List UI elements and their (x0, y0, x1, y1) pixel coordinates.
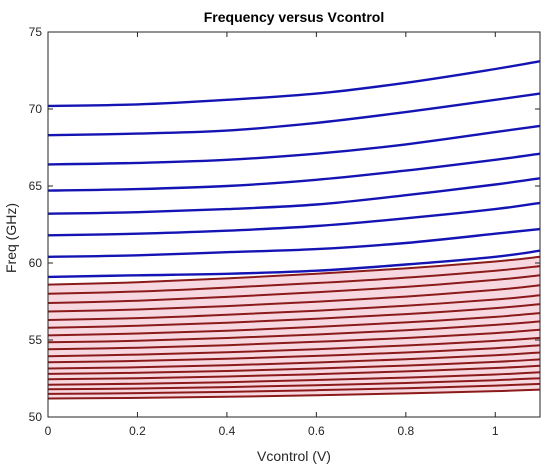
lower-series-line (47, 344, 541, 364)
lower-series-line (47, 388, 541, 400)
lower-series-line (47, 320, 541, 344)
upper-series-line (47, 201, 541, 237)
y-tick-label: 60 (29, 256, 43, 270)
lower-series-line (47, 284, 541, 313)
y-tick-label: 70 (29, 102, 43, 116)
x-tick-label: 0.2 (129, 424, 146, 438)
upper-series-layer (47, 60, 541, 279)
lower-series-line (47, 303, 541, 329)
upper-series-line (47, 92, 541, 137)
band-fill (48, 352, 540, 374)
upper-series-line (47, 152, 541, 192)
y-tick-label: 55 (29, 333, 43, 347)
x-tick-label: 0.6 (308, 424, 325, 438)
band-fill (48, 285, 540, 320)
band-fill (48, 295, 540, 328)
lower-series-line (47, 336, 541, 358)
lower-series-line (47, 371, 541, 386)
y-axis-label: Freq (GHz) (3, 203, 19, 273)
y-tick-label: 50 (29, 410, 43, 424)
upper-series-line (47, 177, 541, 215)
x-tick-label: 1 (492, 424, 499, 438)
upper-series-line (47, 227, 541, 258)
x-tick-label: 0.4 (219, 424, 236, 438)
axes-layer (47, 31, 541, 418)
lower-series-line (47, 328, 541, 351)
upper-series-line (47, 249, 541, 279)
tick-layer: 0 0.2 0.4 0.6 0.8 1 50 55 60 65 70 75 (29, 25, 540, 438)
lower-series-line (47, 312, 541, 337)
lower-series-line (47, 382, 541, 395)
band-fill (48, 321, 540, 350)
lower-series-line (47, 358, 541, 375)
axes-box (47, 31, 541, 418)
band-fill (48, 275, 540, 312)
x-tick-label: 0.8 (397, 424, 414, 438)
lower-series-line (47, 294, 541, 321)
upper-series-line (47, 124, 541, 166)
y-tick-label: 75 (29, 25, 43, 39)
lower-series-line (47, 377, 541, 391)
x-tick-label: 0 (45, 424, 52, 438)
lower-series-line (47, 255, 541, 286)
y-tick-label: 65 (29, 179, 43, 193)
lower-series-line (47, 265, 541, 295)
chart-title: Frequency versus Vcontrol (204, 9, 385, 25)
lower-series-line (47, 274, 541, 304)
upper-series-line (47, 60, 541, 108)
lower-series-line (47, 364, 541, 381)
x-axis-label: Vcontrol (V) (257, 448, 331, 464)
lower-series-layer (47, 255, 541, 400)
band-fill (48, 313, 540, 343)
lower-series-line (47, 351, 541, 370)
